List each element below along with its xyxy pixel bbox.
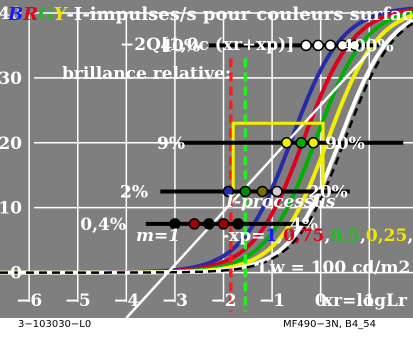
curves	[0, 6, 413, 275]
level-marker	[217, 218, 230, 230]
x-tick-label: −1	[259, 291, 285, 311]
percent-label-right: 400%	[342, 36, 394, 56]
level-marker	[324, 39, 337, 52]
xp-value: 0,5	[330, 226, 360, 246]
xp-value: ,	[325, 226, 331, 246]
percent-label-right: 20%	[308, 182, 348, 202]
chart-subtitle-2: brillance relative:	[62, 64, 231, 84]
level-marker	[203, 218, 215, 230]
tick-labels: 0 10 20 30 40 −6 −5 −4 −3 −2 −1 0 1	[0, 4, 375, 311]
xp-value: ,0	[407, 226, 413, 246]
percent-label-left: 2%	[120, 182, 148, 202]
title-letter: Y	[54, 4, 69, 25]
dashed-curve	[0, 22, 413, 274]
level-marker	[280, 137, 293, 149]
y-tick-label: 40	[0, 4, 22, 24]
title-letter: R	[22, 4, 38, 25]
processus-label: I-processus	[225, 192, 336, 212]
level-marker	[188, 218, 201, 230]
xp-value: ,	[360, 226, 366, 246]
xp-value: 1	[265, 226, 277, 246]
y-tick-label: 30	[0, 69, 22, 89]
m-label: m=1	[136, 226, 180, 246]
xp-prefix: -xp=	[222, 226, 265, 246]
percent-label-left: 40%	[160, 36, 200, 56]
percent-label-left: 9%	[157, 134, 185, 154]
level-marker	[348, 39, 361, 52]
xp-label: -xp=1,0,75,0,5,0,25,0	[222, 226, 413, 246]
level-marker	[300, 39, 312, 52]
x-tick-label: 0	[315, 291, 327, 311]
x-tick-label: −6	[16, 291, 42, 311]
level-marker	[222, 185, 235, 198]
xp-value: 0,75	[283, 226, 324, 246]
x-tick-label: −4	[113, 291, 139, 311]
y-tick-label: 20	[0, 134, 22, 154]
chart-subtitle: −2Q[1,0c (xr+xp)]	[120, 35, 294, 55]
level-marker	[271, 185, 283, 198]
xp-value: ,	[277, 226, 283, 246]
level-marker	[312, 39, 325, 52]
overlays: 40% 9% 2% 0,4% 400% 90% 20% 4%	[80, 36, 404, 319]
title-main: -I-impulses/s pour couleurs surface	[66, 4, 413, 25]
xp-value: 0,25	[366, 226, 407, 246]
title-letter: G	[38, 4, 53, 25]
y-tick-label: 10	[0, 199, 22, 219]
percent-label-right: 90%	[325, 134, 365, 154]
footer-right: MF490−3N, B4_54	[283, 319, 376, 330]
x-tick-label: −5	[65, 291, 91, 311]
level-marker	[336, 39, 349, 52]
x-tick-label: 1	[363, 291, 375, 311]
level-marker	[256, 185, 269, 198]
percent-label-left: 0,4%	[80, 215, 126, 235]
level-marker	[232, 218, 244, 230]
percent-label-right: 4%	[290, 215, 318, 235]
footer-left: 3−103030−L0	[18, 319, 92, 330]
level-marker	[169, 218, 181, 230]
level-marker	[307, 137, 320, 149]
level-marker	[239, 185, 252, 198]
x-axis-label: xr=logLr	[323, 291, 408, 311]
luminance-label: Lw = 100 cd/m2	[258, 258, 410, 278]
yellow-box	[231, 121, 325, 195]
white-reference-line	[125, 51, 371, 319]
level-marker	[295, 137, 307, 149]
x-tick-label: −3	[162, 291, 188, 311]
chart-title: BRGY-I-impulses/s pour couleurs surface	[7, 4, 413, 25]
title-letter: B	[7, 4, 23, 25]
y-tick-label: 0	[10, 264, 22, 284]
x-tick-label: −2	[210, 291, 236, 311]
